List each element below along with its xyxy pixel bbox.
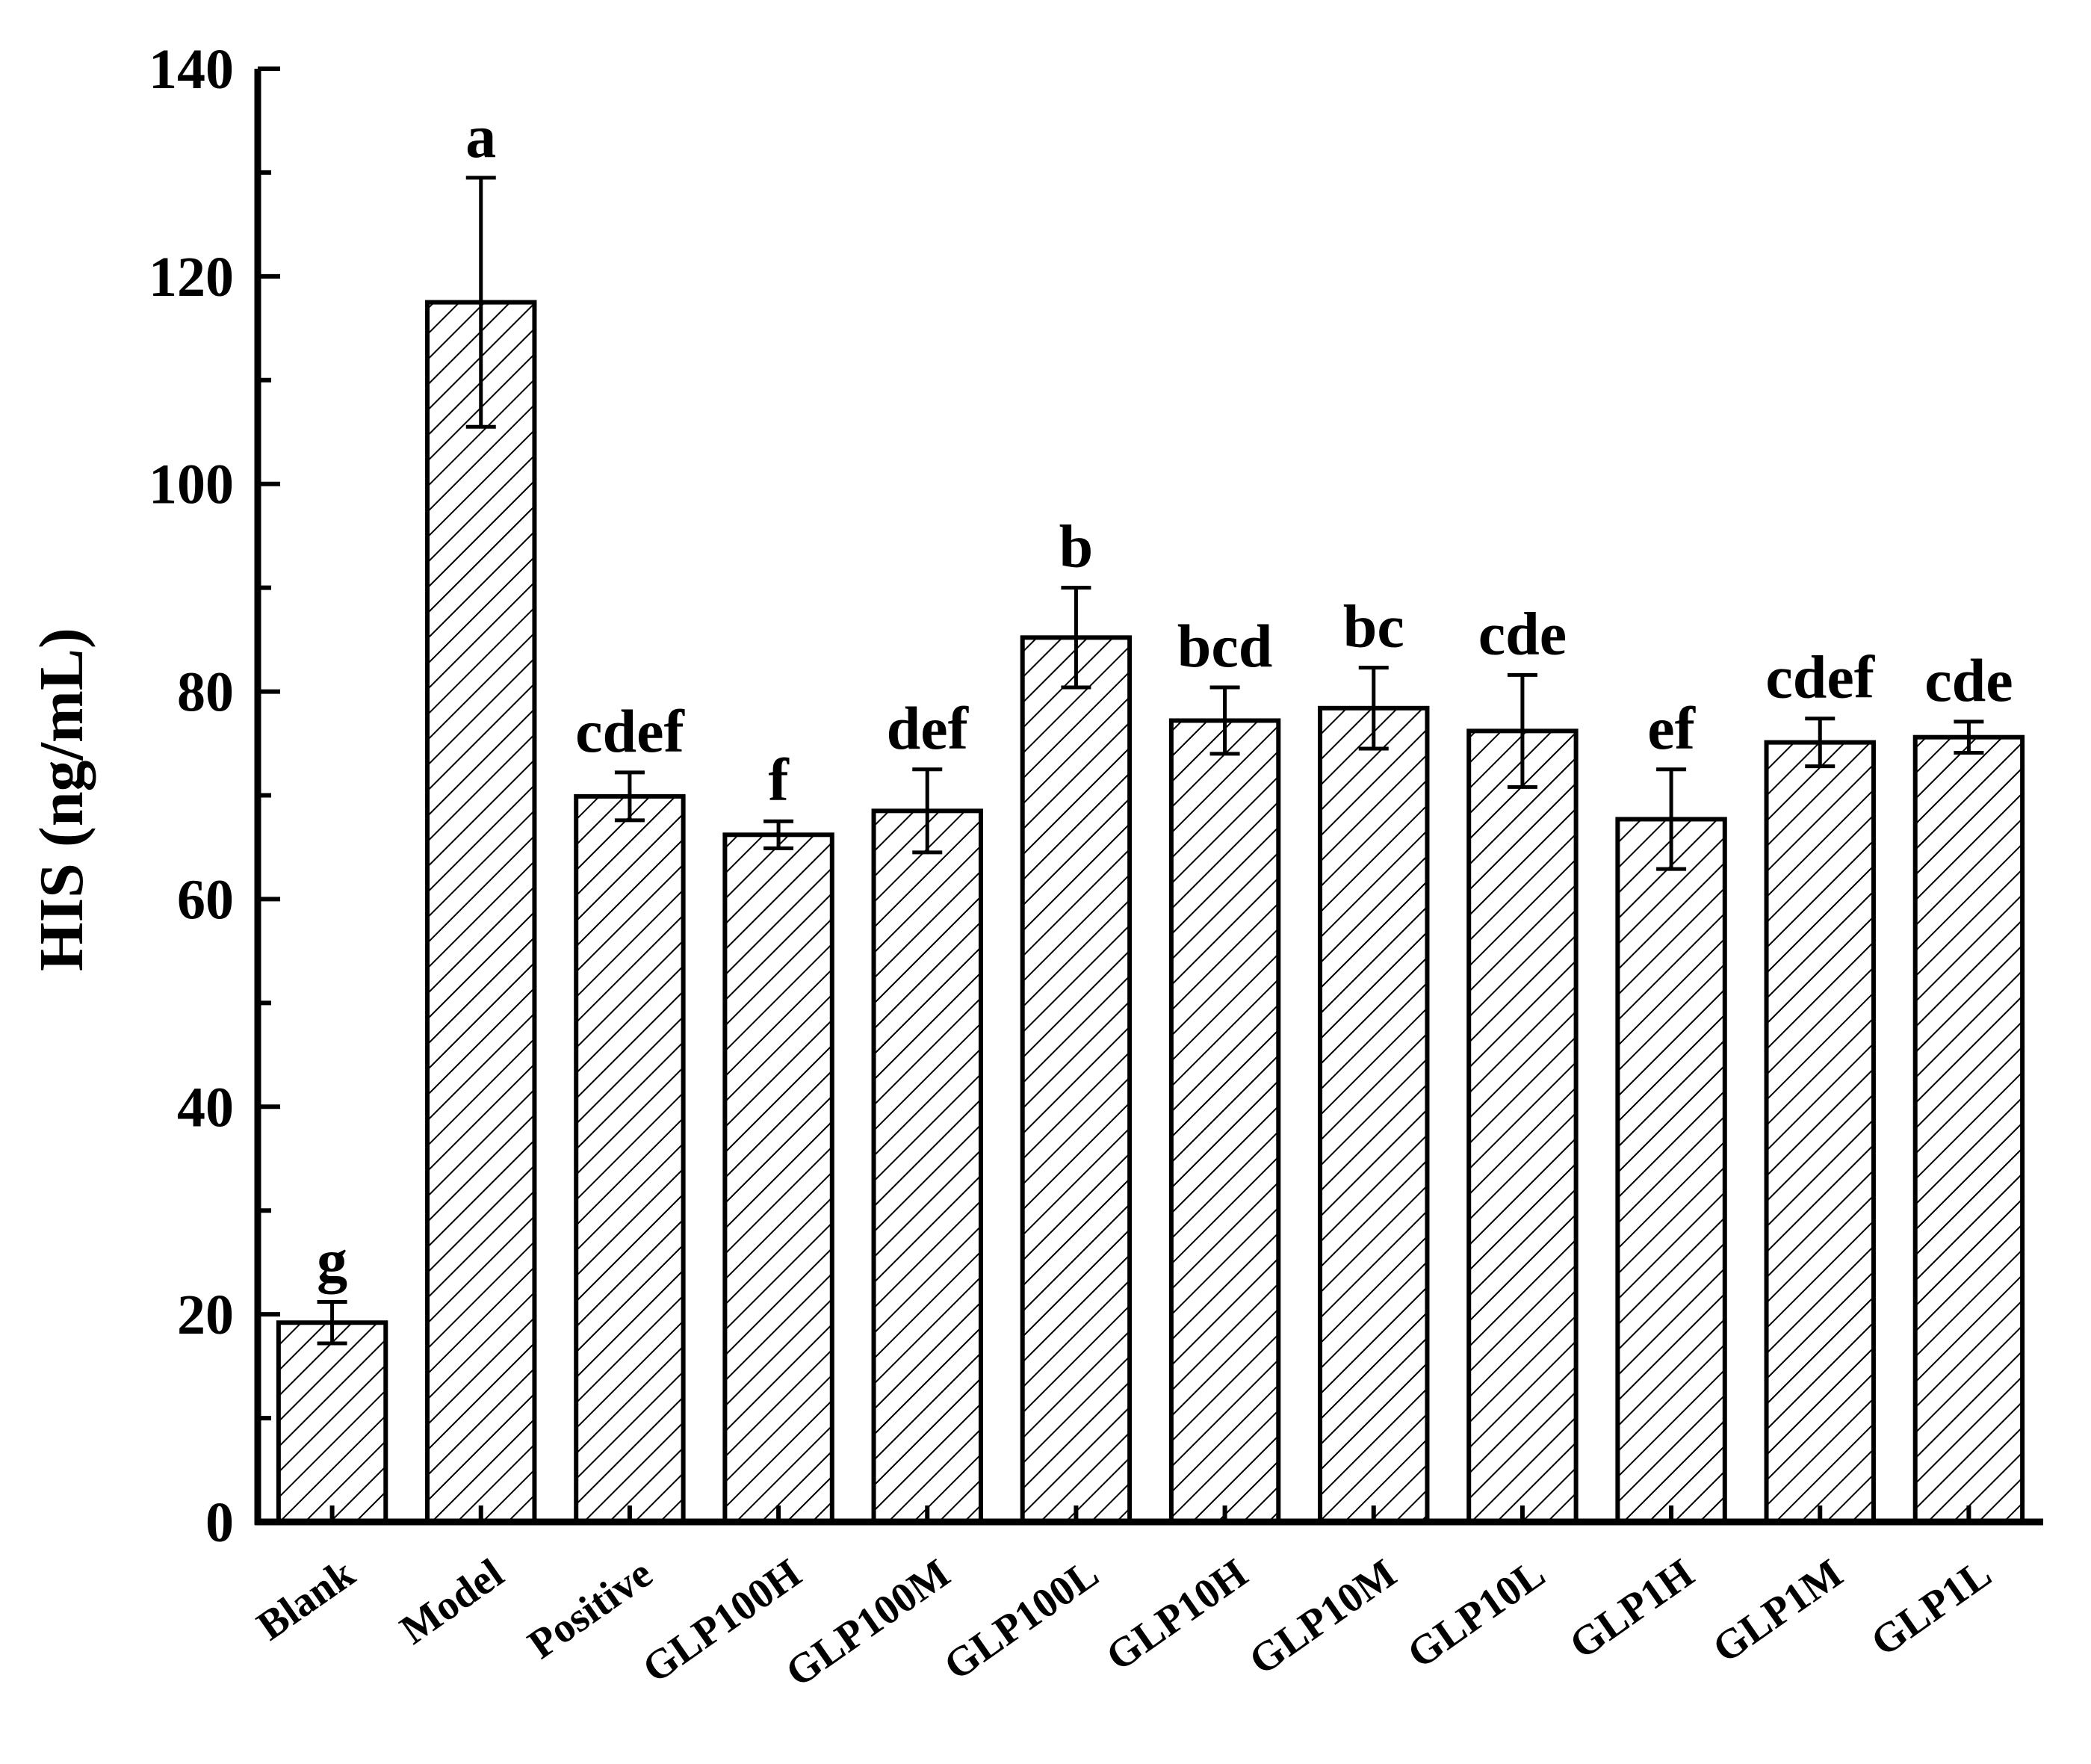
y-axis-title: HIS (ng/mL) [27, 628, 96, 971]
y-tick-label: 140 [149, 38, 234, 101]
significance-label: f [768, 746, 790, 814]
significance-label: a [465, 102, 496, 170]
bar [1615, 817, 1727, 1525]
bar [1764, 740, 1876, 1524]
bar [1318, 705, 1430, 1524]
bar [425, 300, 537, 1525]
y-tick-label: 120 [149, 246, 234, 309]
y-tick-label: 60 [177, 868, 234, 931]
bar [574, 793, 686, 1524]
significance-label: def [887, 694, 970, 762]
bar [1168, 718, 1281, 1524]
y-ticks-layer: 0 20 40 60 80 100 120 140 [149, 38, 1971, 1554]
bar [1020, 635, 1133, 1524]
y-tick-label: 100 [149, 454, 234, 516]
bars-layer [276, 300, 2025, 1525]
x-tick-label: GLP1H [1561, 1550, 1702, 1668]
significance-label: cde [1924, 646, 2013, 714]
x-tick-label: GLP100L [936, 1550, 1107, 1689]
x-tick-label: GLP1L [1862, 1550, 1999, 1665]
significance-label: bcd [1177, 612, 1273, 680]
significance-label: cde [1478, 599, 1567, 667]
significance-label: bc [1343, 592, 1404, 660]
x-tick-label: GLP10M [1241, 1550, 1404, 1684]
x-tick-label: GLP10L [1399, 1550, 1553, 1677]
x-tick-label: GLP1M [1705, 1550, 1851, 1672]
significance-label: b [1059, 513, 1094, 581]
bar [871, 808, 983, 1524]
bar [276, 1320, 388, 1525]
error-bars-layer [317, 176, 1984, 1346]
x-tick-label: GLP100H [634, 1550, 809, 1692]
y-tick-label: 80 [177, 661, 234, 724]
x-tick-label: Blank [249, 1550, 364, 1649]
significance-label: cdef [575, 697, 685, 765]
y-tick-label: 0 [205, 1491, 234, 1554]
significance-label: cdef [1765, 643, 1875, 711]
bar [1466, 728, 1579, 1524]
bar [722, 832, 834, 1524]
significance-label: ef [1647, 694, 1696, 762]
x-tick-label: GLP10H [1098, 1550, 1256, 1680]
x-tick-labels-layer: Blank Model PositiveGLP100HGLP100MGLP100LG… [249, 1550, 2000, 1696]
bar [1912, 734, 2025, 1525]
x-tick-label: Model [392, 1550, 512, 1653]
significance-label: g [317, 1226, 347, 1294]
y-tick-label: 20 [177, 1284, 234, 1346]
x-tick-label: GLP100M [778, 1550, 958, 1696]
y-tick-label: 40 [177, 1076, 234, 1139]
